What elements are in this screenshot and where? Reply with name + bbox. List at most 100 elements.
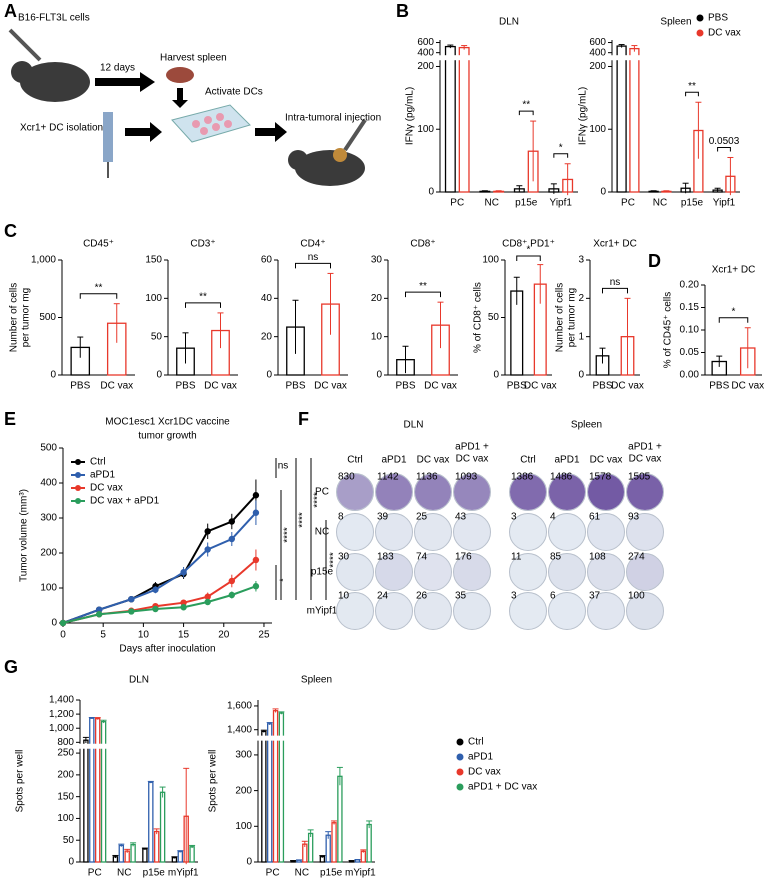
group-title: DLN	[403, 420, 423, 431]
chart-title: MOC1esc1 Xcr1DC vaccine	[105, 417, 230, 428]
well-spots	[376, 554, 412, 590]
well	[336, 473, 374, 511]
panel-letter: D	[648, 251, 661, 271]
chart-title: CD3⁺	[190, 239, 215, 250]
y-axis-label: Tumor volume (mm³)	[19, 489, 30, 582]
y-axis-label: per tumor mg	[567, 288, 578, 347]
significance-bracket	[718, 317, 749, 323]
well	[336, 553, 374, 591]
chart-title: CD8⁺ PD1⁺	[502, 239, 555, 250]
tumor	[333, 148, 347, 162]
panel-letter: G	[4, 657, 18, 677]
axis-break	[441, 55, 579, 61]
y-tick-label: 0	[428, 187, 434, 198]
legend-swatch	[696, 14, 704, 22]
y-tick-label: 200	[40, 548, 57, 559]
y-tick-label: 300	[235, 750, 252, 761]
well-count: 108	[589, 552, 606, 563]
well-spots	[549, 554, 585, 590]
row-label: p15e	[311, 567, 334, 578]
y-tick-label: 0	[50, 370, 56, 381]
bar	[89, 717, 95, 863]
significance-label: *	[559, 142, 563, 153]
well	[509, 592, 547, 630]
legend-label: Ctrl	[468, 737, 484, 748]
point	[228, 518, 236, 525]
y-tick-label: 0.10	[680, 325, 700, 336]
bar	[130, 843, 136, 863]
well-count: 30	[338, 552, 350, 563]
well	[626, 513, 664, 551]
well-spots	[588, 554, 624, 590]
y-tick-label: 40	[261, 293, 273, 304]
x-tick-label: PBS	[507, 381, 527, 392]
y-tick-label: 600	[589, 37, 606, 48]
x-tick-label: PC	[266, 868, 280, 879]
well	[548, 553, 586, 591]
well	[414, 553, 452, 591]
well-count: 3	[511, 591, 517, 602]
significance-label: **	[688, 81, 696, 92]
well-count: 1486	[550, 472, 573, 483]
x-tick-label: p15e	[681, 198, 704, 209]
schematic-label: 12 days	[100, 63, 135, 74]
legend-label: Ctrl	[90, 457, 106, 468]
y-tick-label: 0	[156, 370, 162, 381]
y-axis-label: Spots per well	[208, 750, 219, 813]
y-tick-label: 600	[417, 37, 434, 48]
y-tick-label: 0	[376, 370, 382, 381]
significance-bracket	[717, 146, 731, 152]
well-count: 35	[455, 591, 467, 602]
y-tick-label: 250	[57, 748, 74, 759]
line	[62, 585, 257, 624]
significance-label: *	[732, 306, 736, 317]
legend-swatch	[75, 459, 81, 465]
y-tick-label: 60	[261, 255, 273, 266]
annotation: ****	[283, 527, 294, 543]
x-tick-label: 0	[60, 630, 66, 641]
x-tick-label: PBS	[285, 381, 305, 392]
y-tick-label: 1,400	[227, 724, 252, 735]
y-tick-label: 100	[57, 813, 74, 824]
axis-break	[259, 735, 376, 741]
point	[204, 593, 211, 600]
y-tick-label: 200	[589, 61, 606, 72]
y-tick-label: 400	[417, 47, 434, 58]
legend-swatch	[75, 485, 81, 491]
point	[252, 492, 260, 499]
point	[204, 528, 211, 535]
x-tick-label: DC vax	[204, 381, 237, 392]
column-label: aPD1	[554, 455, 579, 466]
well-count: 1142	[377, 472, 399, 483]
column-label: aPD1 +	[455, 442, 489, 453]
y-tick-label: 20	[371, 293, 383, 304]
well-count: 10	[338, 591, 350, 602]
significance-bracket	[295, 262, 331, 269]
point	[59, 619, 67, 627]
significance-bracket	[516, 255, 541, 261]
bar	[189, 846, 195, 863]
legend-label: DC vax	[90, 483, 123, 494]
y-tick-label: 50	[151, 331, 163, 342]
y-tick-label: 0	[68, 857, 74, 868]
column-label: DC vax	[629, 454, 662, 465]
group-title: Spleen	[571, 420, 602, 431]
mouse-head	[288, 150, 308, 170]
y-tick-label: 50	[63, 835, 75, 846]
syringe	[343, 118, 367, 152]
well	[548, 513, 586, 551]
well-spots	[337, 474, 373, 510]
well-count: 26	[416, 591, 428, 602]
chart-title: DLN	[499, 17, 519, 28]
x-tick-label: p15e	[320, 868, 343, 879]
significance-label: **	[522, 100, 530, 111]
well-spots	[415, 474, 451, 510]
chart-title: Xcr1+ DC	[593, 239, 637, 250]
well-count: 43	[455, 512, 467, 523]
chart-title: CD4⁺	[300, 239, 325, 250]
x-tick-label: DC vax	[731, 381, 764, 392]
x-tick-label: p15e	[515, 198, 538, 209]
significance-label: **	[419, 281, 427, 292]
well-count: 1386	[511, 472, 534, 483]
legend-swatch	[456, 783, 464, 791]
